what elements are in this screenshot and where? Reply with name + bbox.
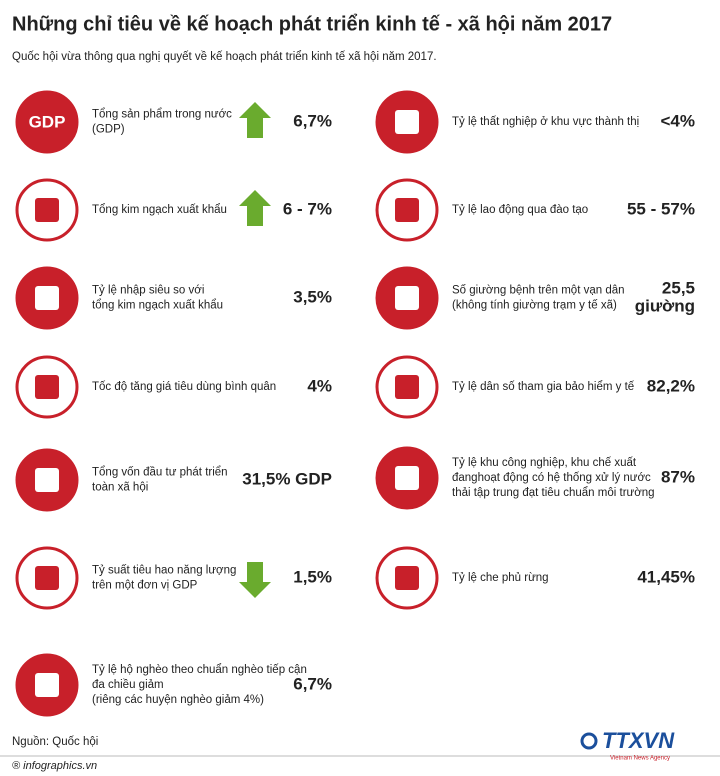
label: Tổng sản phẩm trong nước — [92, 109, 232, 121]
label: đanghoạt động có hệ thống xử lý nước — [452, 472, 651, 484]
value: 55 - 57% — [627, 199, 695, 218]
icon-glyph — [395, 466, 419, 490]
value: 41,45% — [637, 567, 695, 586]
label: Tỷ lệ thất nghiệp ở khu vực thành thị — [452, 116, 639, 128]
icon-glyph — [35, 286, 59, 310]
label: Tỷ lệ hộ nghèo theo chuẩn nghèo tiếp cận — [92, 664, 307, 676]
label: trên một đơn vị GDP — [92, 580, 198, 592]
icon-glyph — [395, 566, 419, 590]
value: <4% — [661, 111, 696, 130]
label: Tỷ lệ nhập siêu so với — [92, 285, 204, 297]
value: 87% — [661, 467, 695, 486]
site: ® infographics.vn — [12, 760, 97, 772]
label: (riêng các huyện nghèo giảm 4%) — [92, 694, 264, 706]
value: 31,5% GDP — [242, 469, 332, 488]
label: Tỷ lệ dân số tham gia bảo hiểm y tế — [452, 381, 635, 393]
icon-text: GDP — [29, 112, 66, 131]
label: Tỷ suất tiêu hao năng lượng — [92, 565, 236, 577]
icon-glyph — [395, 110, 419, 134]
label: toàn xã hội — [92, 482, 148, 494]
label: (không tính giường trạm y tế xã) — [452, 300, 617, 312]
icon-glyph — [395, 286, 419, 310]
label: Tổng vốn đầu tư phát triển — [92, 467, 228, 479]
icon-glyph — [35, 566, 59, 590]
trend-up — [239, 102, 271, 138]
icon-glyph — [35, 468, 59, 492]
label: Tỷ lệ che phủ rừng — [452, 572, 549, 584]
value: 1,5% — [293, 567, 332, 586]
trend-up — [239, 190, 271, 226]
icon — [15, 90, 79, 154]
icon-glyph — [395, 375, 419, 399]
label: Số giường bệnh trên một vạn dân — [452, 285, 625, 297]
value: 6 - 7% — [283, 199, 332, 218]
value: 82,2% — [647, 376, 695, 395]
trend-down — [239, 562, 271, 598]
value: giường — [635, 296, 695, 315]
source: Nguồn: Quốc hội — [12, 736, 98, 748]
label: Tổng kim ngạch xuất khẩu — [92, 204, 227, 216]
agency: Vietnam News Agency — [610, 756, 670, 762]
label: Tỷ lệ lao động qua đào tạo — [452, 204, 588, 216]
label: Tốc độ tăng giá tiêu dùng bình quân — [92, 381, 276, 393]
value: 25,5 — [662, 278, 695, 297]
label: thải tập trung đạt tiêu chuẩn môi trường — [452, 487, 655, 499]
value: 4% — [307, 376, 332, 395]
icon-glyph — [35, 198, 59, 222]
logo-mark — [580, 732, 598, 750]
icon-glyph — [35, 375, 59, 399]
subtitle: Quốc hội vừa thông qua nghị quyết về kế … — [12, 51, 437, 63]
value: 6,7% — [293, 674, 332, 693]
label: tổng kim ngạch xuất khẩu — [92, 300, 223, 312]
label: Tỷ lệ khu công nghiệp, khu chế xuất — [452, 457, 637, 469]
icon-glyph — [35, 673, 59, 697]
title: Những chỉ tiêu về kế hoạch phát triển ki… — [12, 13, 612, 35]
label: (GDP) — [92, 124, 125, 136]
logo: TTXVN — [602, 728, 675, 753]
value: 3,5% — [293, 287, 332, 306]
label: đa chiều giảm — [92, 679, 164, 691]
value: 6,7% — [293, 111, 332, 130]
icon-glyph — [395, 198, 419, 222]
